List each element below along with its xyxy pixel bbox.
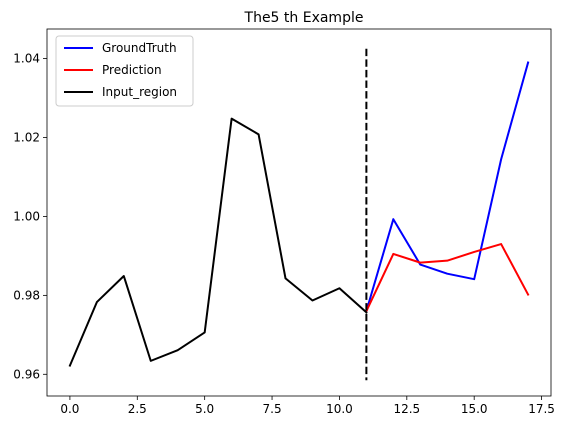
y-tick-label: 1.02 — [13, 131, 40, 145]
series-line-groundtruth — [365, 61, 530, 313]
x-tick-label: 17.5 — [528, 402, 555, 416]
y-tick-label: 1.04 — [13, 52, 40, 66]
y-axis: 0.96 0.98 1.00 1.02 1.04 — [13, 52, 47, 381]
chart-title: The5 th Example — [244, 10, 364, 26]
y-tick-label: 0.96 — [13, 367, 40, 381]
x-axis: 0.0 2.5 5.0 7.5 10.0 12.5 15.0 17.5 — [60, 396, 555, 416]
legend-label: Input_region — [102, 85, 177, 99]
y-tick-label: 1.00 — [13, 209, 40, 223]
axes-frame — [46, 28, 552, 397]
legend: GroundTruth Prediction Input_region — [55, 35, 194, 107]
legend-label: GroundTruth — [102, 41, 177, 55]
x-tick-label: 15.0 — [461, 402, 488, 416]
x-tick-label: 2.5 — [128, 402, 147, 416]
x-tick-label: 7.5 — [263, 402, 282, 416]
series-line-prediction — [365, 243, 530, 313]
x-tick-label: 5.0 — [195, 402, 214, 416]
series-line-input-region — [68, 117, 368, 367]
y-tick-label: 0.98 — [13, 288, 40, 302]
x-tick-label: 12.5 — [393, 402, 420, 416]
plot-area — [68, 48, 530, 381]
x-tick-label: 0.0 — [60, 402, 79, 416]
x-tick-label: 10.0 — [326, 402, 353, 416]
legend-label: Prediction — [102, 63, 162, 77]
legend-box — [55, 35, 194, 107]
